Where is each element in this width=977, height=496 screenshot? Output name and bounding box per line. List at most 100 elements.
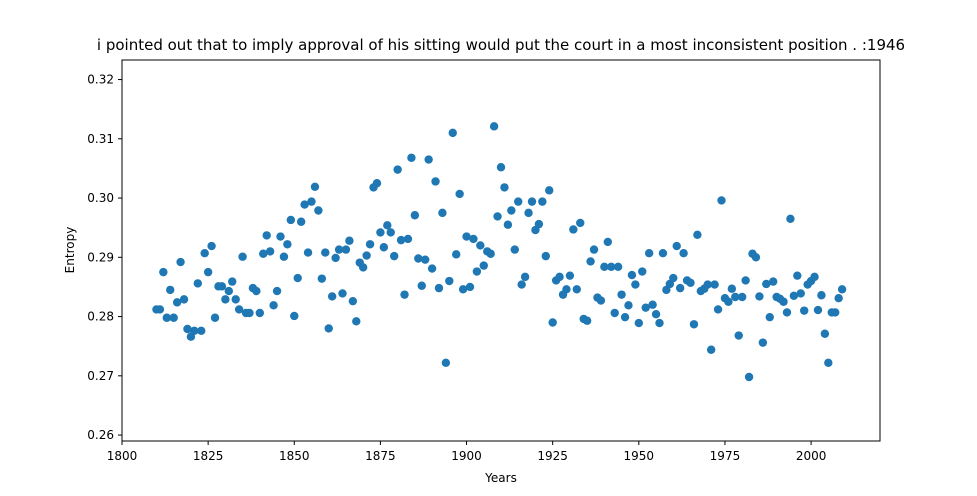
data-point — [272, 286, 282, 296]
data-point — [624, 301, 633, 310]
data-point — [286, 215, 296, 225]
data-point — [627, 270, 637, 280]
data-point — [358, 263, 368, 272]
data-point — [162, 313, 171, 322]
data-point — [517, 280, 526, 289]
data-point — [290, 311, 299, 321]
data-point — [414, 254, 423, 263]
data-point — [365, 240, 375, 249]
data-point — [310, 182, 320, 191]
data-point — [793, 271, 802, 280]
data-point — [262, 231, 271, 240]
data-point — [238, 252, 247, 261]
plot-frame — [121, 59, 881, 442]
data-point — [393, 165, 402, 174]
data-point — [341, 245, 351, 254]
y-axis-ticks: 0.26 0.27 0.28 0.29 0.30 0.31 0.32 — [87, 73, 122, 442]
data-point — [314, 206, 323, 215]
data-point — [500, 183, 509, 192]
data-point — [348, 296, 358, 306]
data-point — [613, 262, 623, 271]
data-point — [810, 272, 819, 282]
data-point — [445, 276, 454, 286]
data-point — [421, 255, 430, 264]
data-point — [545, 186, 554, 195]
data-point — [228, 277, 237, 286]
data-point — [352, 317, 361, 326]
data-point — [686, 278, 695, 287]
data-point — [431, 177, 440, 186]
data-point — [548, 318, 557, 327]
data-point — [837, 285, 847, 294]
x-tick-label: 2000 — [796, 449, 827, 463]
data-point — [672, 241, 681, 251]
data-point — [279, 252, 289, 261]
data-point — [427, 264, 437, 273]
data-point — [641, 303, 650, 312]
y-tick-label: 0.28 — [87, 310, 114, 324]
data-point — [520, 272, 530, 282]
data-point — [620, 312, 630, 322]
data-point — [669, 273, 678, 283]
data-point — [276, 232, 285, 241]
data-point — [713, 305, 723, 314]
data-point — [338, 289, 347, 298]
data-point — [324, 324, 333, 333]
x-tick-label: 1850 — [279, 449, 310, 463]
x-tick-label: 1900 — [451, 449, 482, 463]
data-point — [603, 237, 613, 247]
data-point — [345, 236, 354, 245]
data-point — [321, 248, 330, 257]
data-point — [503, 220, 513, 229]
data-point — [465, 282, 475, 292]
data-point — [724, 297, 733, 306]
data-point — [476, 241, 485, 250]
data-point — [234, 305, 244, 314]
data-point — [331, 253, 340, 263]
data-point — [455, 189, 464, 199]
data-point — [510, 245, 519, 254]
data-point — [762, 279, 771, 289]
chart-title: i pointed out that to imply approval of … — [97, 36, 905, 54]
data-point — [631, 280, 640, 289]
data-point — [496, 163, 506, 172]
data-point — [317, 274, 327, 283]
data-point — [734, 331, 743, 340]
data-point — [765, 312, 774, 322]
data-point — [269, 301, 278, 310]
data-point — [283, 240, 292, 249]
data-point — [424, 155, 433, 164]
data-point — [407, 153, 416, 162]
data-point — [303, 248, 313, 257]
data-point — [596, 296, 606, 305]
data-point — [376, 228, 385, 237]
data-point — [796, 289, 805, 298]
x-tick-label: 1800 — [107, 449, 138, 463]
data-point — [689, 320, 699, 329]
data-point — [379, 243, 389, 252]
data-point — [658, 248, 668, 258]
data-point — [462, 232, 471, 241]
data-point — [296, 217, 306, 226]
data-point — [372, 179, 382, 188]
data-point — [259, 249, 268, 258]
data-point — [555, 272, 564, 282]
data-point — [307, 197, 316, 206]
data-point — [207, 241, 216, 251]
data-point — [448, 128, 457, 138]
data-point — [800, 306, 809, 315]
data-point — [524, 208, 533, 218]
data-point — [403, 234, 413, 244]
data-point — [169, 313, 178, 322]
data-point — [155, 305, 165, 314]
data-point — [452, 250, 461, 259]
data-point — [190, 326, 199, 335]
data-point — [438, 208, 447, 218]
data-point — [651, 310, 661, 319]
data-point — [434, 283, 444, 293]
data-point — [441, 358, 451, 367]
data-point — [582, 316, 592, 325]
data-point — [293, 273, 302, 283]
data-point — [255, 308, 265, 318]
